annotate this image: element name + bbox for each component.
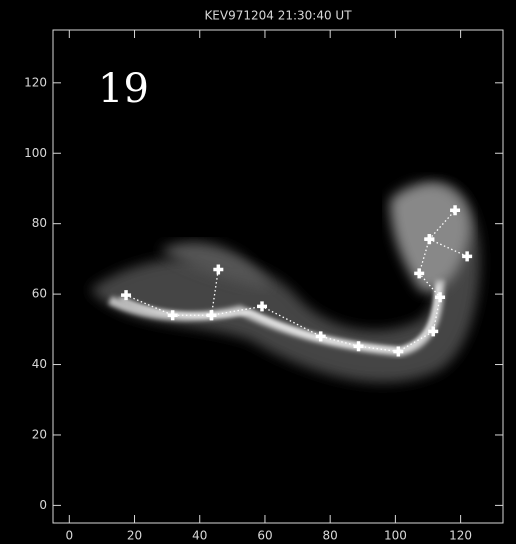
y-tick-label: 120 xyxy=(24,75,47,89)
frame-number: 19 xyxy=(98,66,149,112)
page: KEV971204 21:30:40 UT 19 0 20 40 60 80 100 120… xyxy=(0,0,516,544)
x-tick-label: 40 xyxy=(192,529,207,543)
chart-title: KEV971204 21:30:40 UT xyxy=(204,9,352,23)
chart: KEV971204 21:30:40 UT 19 0 20 40 60 80 100 120… xyxy=(0,0,516,544)
x-tick-label: 120 xyxy=(449,529,472,543)
x-tick-label: 80 xyxy=(323,529,338,543)
y-tick-label: 40 xyxy=(32,357,47,371)
x-tick-label: 20 xyxy=(127,529,142,543)
y-tick-label: 80 xyxy=(32,216,47,230)
y-tick-label: 0 xyxy=(39,498,47,512)
y-tick-label: 60 xyxy=(32,287,47,301)
x-tick-label: 0 xyxy=(65,529,73,543)
y-tick-label: 20 xyxy=(32,427,47,441)
x-tick-label: 60 xyxy=(257,529,272,543)
y-tick-label: 100 xyxy=(24,146,47,160)
x-tick-label: 100 xyxy=(384,529,407,543)
